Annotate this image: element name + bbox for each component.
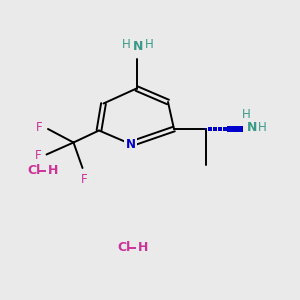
Text: H: H (138, 241, 148, 254)
Text: H: H (145, 38, 154, 51)
Text: H: H (48, 164, 58, 178)
Text: F: F (34, 149, 41, 162)
Text: F: F (35, 121, 42, 134)
Text: H: H (258, 121, 267, 134)
Text: N: N (125, 137, 136, 151)
Text: N: N (247, 121, 257, 134)
Text: F: F (81, 173, 87, 186)
Text: Cl: Cl (117, 241, 130, 254)
Text: Cl: Cl (27, 164, 40, 178)
Text: N: N (133, 40, 143, 53)
Text: H: H (122, 38, 131, 51)
Text: H: H (242, 108, 251, 121)
